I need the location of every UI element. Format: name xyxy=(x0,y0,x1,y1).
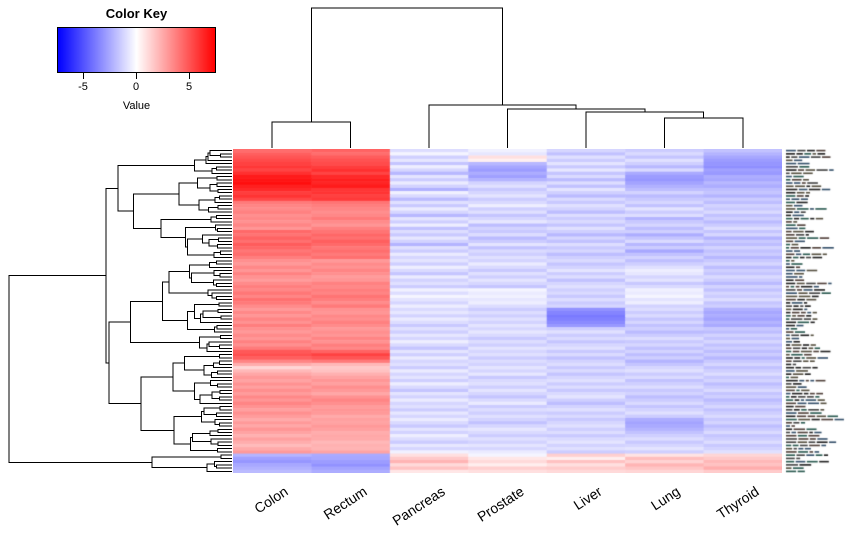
row-dendrogram xyxy=(8,150,232,472)
color-key-tick-label: 0 xyxy=(132,81,140,93)
color-key-tick-label: -5 xyxy=(78,81,88,93)
row-labels-canvas xyxy=(785,149,859,473)
color-key-title: Color Key xyxy=(105,6,168,21)
column-dendrogram xyxy=(271,7,744,148)
tick-mark xyxy=(83,73,84,79)
color-key-tick-label: 5 xyxy=(185,81,193,93)
color-key-gradient xyxy=(57,27,216,73)
heatmap-canvas xyxy=(233,149,782,473)
tick-mark xyxy=(189,73,190,79)
value-axis-label: Value xyxy=(122,100,151,112)
tick-mark xyxy=(136,73,137,79)
